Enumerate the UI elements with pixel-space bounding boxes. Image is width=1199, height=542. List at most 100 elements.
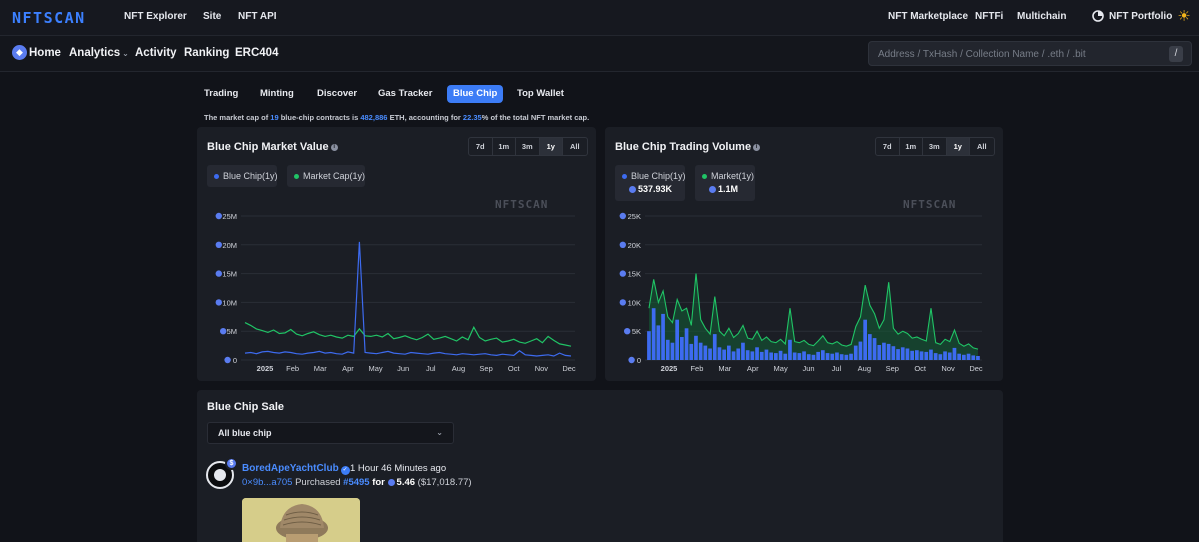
nav-ranking[interactable]: Ranking bbox=[184, 47, 230, 59]
volume-bar bbox=[792, 352, 797, 360]
tab-discover[interactable]: Discover bbox=[317, 88, 358, 99]
market-cap-summary: The market cap of 19 blue-chip contracts… bbox=[204, 113, 589, 122]
nav-nft-portfolio[interactable]: NFT Portfolio bbox=[1109, 11, 1173, 22]
range-all[interactable]: All bbox=[569, 142, 580, 151]
volume-bar bbox=[708, 348, 712, 360]
token-id-link[interactable]: #5495 bbox=[343, 477, 370, 488]
x-tick-label: Jul bbox=[832, 364, 842, 373]
nav-nft-explorer[interactable]: NFT Explorer bbox=[124, 11, 187, 22]
volume-bar bbox=[853, 345, 858, 360]
nftscan-logo[interactable]: NFTSCAN bbox=[12, 9, 86, 27]
range-1y[interactable]: 1y bbox=[539, 138, 563, 155]
nav-site[interactable]: Site bbox=[203, 11, 222, 22]
x-tick-label: Mar bbox=[314, 364, 327, 373]
y-tick-label: 25K bbox=[628, 212, 641, 221]
market-value-range-group: 7d 1m 3m 1y All bbox=[468, 137, 588, 156]
eth-tick-icon bbox=[224, 356, 231, 364]
volume-bar bbox=[938, 354, 943, 360]
tab-gas-tracker[interactable]: Gas Tracker bbox=[378, 88, 433, 99]
x-tick-label: Feb bbox=[690, 364, 703, 373]
x-tick-label: Nov bbox=[941, 364, 955, 373]
range-all[interactable]: All bbox=[976, 142, 987, 151]
range-3m[interactable]: 3m bbox=[923, 138, 947, 155]
nft-thumbnail[interactable] bbox=[242, 498, 360, 542]
collection-name-link[interactable]: BoredApeYachtClub ✓ bbox=[242, 463, 350, 475]
volume-bar bbox=[976, 356, 980, 360]
legend-blue-chip[interactable]: Blue Chip(1y) bbox=[207, 165, 278, 187]
info-icon[interactable]: i bbox=[330, 143, 338, 151]
volume-bar bbox=[689, 343, 694, 360]
legend-blue-chip-volume[interactable]: Blue Chip(1y) 537.93K bbox=[615, 165, 686, 201]
sale-details: 0×9b...a705 Purchased #5495 for 5.46 ($1… bbox=[242, 477, 472, 488]
eth-icon bbox=[709, 186, 716, 193]
volume-bar bbox=[684, 328, 689, 360]
volume-bar bbox=[952, 347, 957, 360]
search-input[interactable] bbox=[878, 46, 1158, 62]
eth-tick-icon bbox=[619, 241, 626, 248]
nav-multichain[interactable]: Multichain bbox=[1017, 11, 1067, 22]
legend-label: Market(1y) bbox=[702, 171, 754, 181]
nav-erc404[interactable]: ERC404 bbox=[235, 47, 279, 59]
nav-nftfi[interactable]: NFTFi bbox=[975, 11, 1004, 22]
trading-volume-range-group: 7d 1m 3m 1y All bbox=[875, 137, 995, 156]
y-tick-label: 10K bbox=[628, 298, 641, 307]
volume-bar bbox=[849, 353, 853, 360]
volume-bar bbox=[759, 351, 764, 360]
volume-bar bbox=[811, 354, 816, 360]
eth-tick-icon bbox=[628, 356, 635, 364]
buyer-address-link[interactable]: 0×9b...a705 bbox=[242, 477, 293, 488]
volume-bar bbox=[905, 348, 910, 360]
trading-volume-title-text: Blue Chip Trading Volume bbox=[615, 141, 752, 153]
volume-bar bbox=[670, 342, 675, 360]
volume-bar bbox=[943, 351, 947, 360]
tab-minting[interactable]: Minting bbox=[260, 88, 294, 99]
market-value-title: Blue Chip Market Value i bbox=[207, 141, 338, 153]
nav-analytics[interactable]: Analytics ⌄ bbox=[69, 47, 129, 59]
info-icon[interactable]: i bbox=[753, 143, 761, 151]
volume-bar bbox=[778, 350, 783, 360]
volume-bar bbox=[844, 354, 849, 360]
summary-mid1: blue-chip contracts is bbox=[280, 113, 359, 122]
range-7d[interactable]: 7d bbox=[469, 138, 493, 155]
ethereum-badge-icon: $ bbox=[225, 457, 238, 470]
x-tick-label: Apr bbox=[342, 364, 354, 373]
nav-home[interactable]: Home bbox=[29, 47, 61, 59]
range-1m[interactable]: 1m bbox=[900, 138, 923, 155]
volume-bar bbox=[835, 352, 839, 360]
volume-bar bbox=[816, 351, 820, 360]
theme-sun-icon[interactable]: ☀ bbox=[1177, 8, 1191, 25]
x-tick-label: 2025 bbox=[661, 364, 678, 373]
range-1y[interactable]: 1y bbox=[946, 138, 970, 155]
eth-tick-icon bbox=[215, 212, 222, 220]
volume-bar bbox=[665, 339, 670, 360]
range-3m[interactable]: 3m bbox=[516, 138, 540, 155]
range-7d[interactable]: 7d bbox=[876, 138, 900, 155]
portfolio-icon[interactable] bbox=[1092, 10, 1104, 25]
nav-activity[interactable]: Activity bbox=[135, 47, 177, 59]
search-box: / bbox=[868, 41, 1192, 66]
volume-bar bbox=[896, 349, 900, 360]
tab-blue-chip[interactable]: Blue Chip bbox=[447, 85, 504, 103]
y-tick-label: 5K bbox=[632, 327, 641, 336]
volume-bar bbox=[774, 353, 778, 360]
legend-market-volume[interactable]: Market(1y) 1.1M bbox=[695, 165, 755, 201]
nav-nft-marketplace[interactable]: NFT Marketplace bbox=[888, 11, 969, 22]
tab-trading[interactable]: Trading bbox=[204, 88, 239, 99]
trading-volume-card: Blue Chip Trading Volume i 7d 1m 3m 1y Al… bbox=[605, 127, 1003, 381]
ethereum-chain-icon[interactable]: ◆ bbox=[12, 45, 27, 60]
x-tick-label: 2025 bbox=[257, 364, 274, 373]
legend-market-cap[interactable]: Market Cap(1y) bbox=[287, 165, 365, 187]
blue-chip-filter-select[interactable]: All blue chip ⌄ bbox=[207, 422, 454, 444]
volume-bar bbox=[745, 350, 750, 360]
volume-bar bbox=[694, 335, 698, 360]
range-1m[interactable]: 1m bbox=[493, 138, 516, 155]
nav-nft-api[interactable]: NFT API bbox=[238, 11, 277, 22]
x-tick-label: Jun bbox=[397, 364, 409, 373]
x-tick-label: May bbox=[774, 364, 788, 373]
legend-dot bbox=[294, 174, 299, 180]
tab-top-wallet[interactable]: Top Wallet bbox=[517, 88, 564, 99]
volume-bar bbox=[825, 353, 830, 360]
x-tick-label: Aug bbox=[858, 364, 871, 373]
volume-bar bbox=[769, 352, 773, 360]
volume-bar bbox=[802, 351, 806, 360]
